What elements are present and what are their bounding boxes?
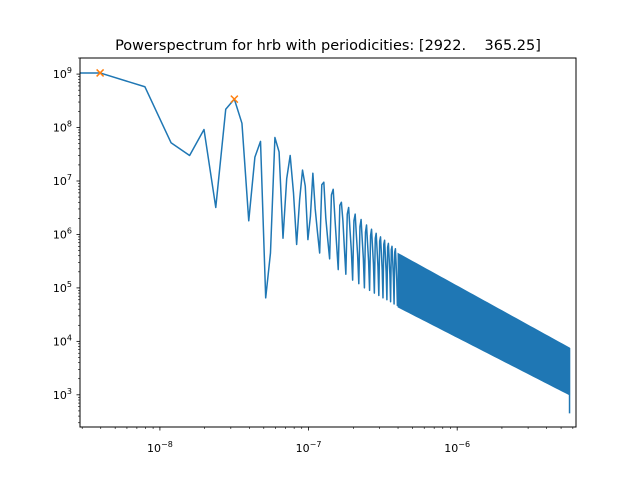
y-tick-label: 106 — [53, 226, 72, 241]
y-tick-label: 103 — [53, 387, 72, 402]
peak-marker-1 — [96, 68, 105, 77]
x-tick-label: 10−6 — [444, 440, 470, 455]
x-tick-label: 10−8 — [147, 440, 173, 455]
y-tick-label: 107 — [53, 173, 72, 188]
plot-area — [80, 68, 571, 414]
x-tick-label: 10−7 — [296, 440, 322, 455]
y-tick-label: 104 — [53, 333, 72, 348]
series-line — [80, 72, 399, 306]
axes: 10−8 10−7 10−6 103 104 105 106 107 108 109 — [53, 57, 574, 455]
y-tick-label: 105 — [53, 280, 72, 295]
y-tick-label: 108 — [53, 120, 72, 135]
y-tick-label: 109 — [53, 66, 72, 81]
peak-marker-2 — [230, 95, 239, 104]
series-band — [397, 252, 571, 396]
chart-title: Powerspectrum for hrb with periodicities… — [115, 38, 541, 54]
